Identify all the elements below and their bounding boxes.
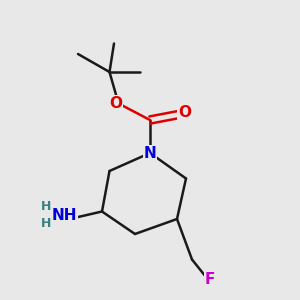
Text: NH: NH bbox=[52, 208, 77, 224]
Text: N: N bbox=[144, 146, 156, 160]
Text: H: H bbox=[41, 200, 52, 213]
Text: O: O bbox=[109, 96, 122, 111]
Text: H: H bbox=[41, 217, 52, 230]
Text: O: O bbox=[178, 105, 191, 120]
Text: F: F bbox=[205, 272, 215, 286]
